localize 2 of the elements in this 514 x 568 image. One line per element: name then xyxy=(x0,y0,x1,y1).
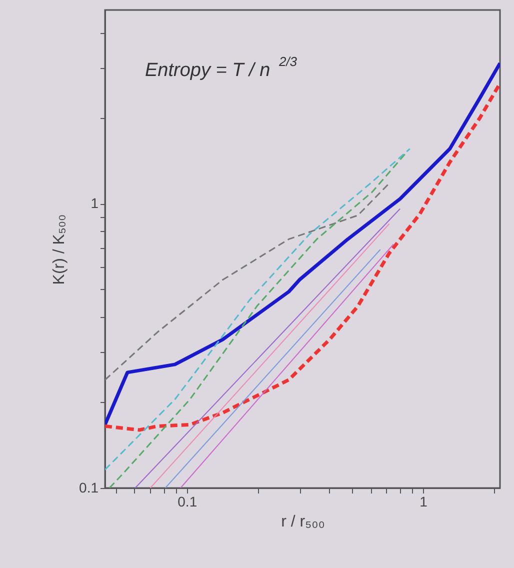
x-axis-title: r / r₅₀₀ xyxy=(281,514,325,530)
y-axis-title: K(r) / K₅₀₀ xyxy=(51,214,68,285)
